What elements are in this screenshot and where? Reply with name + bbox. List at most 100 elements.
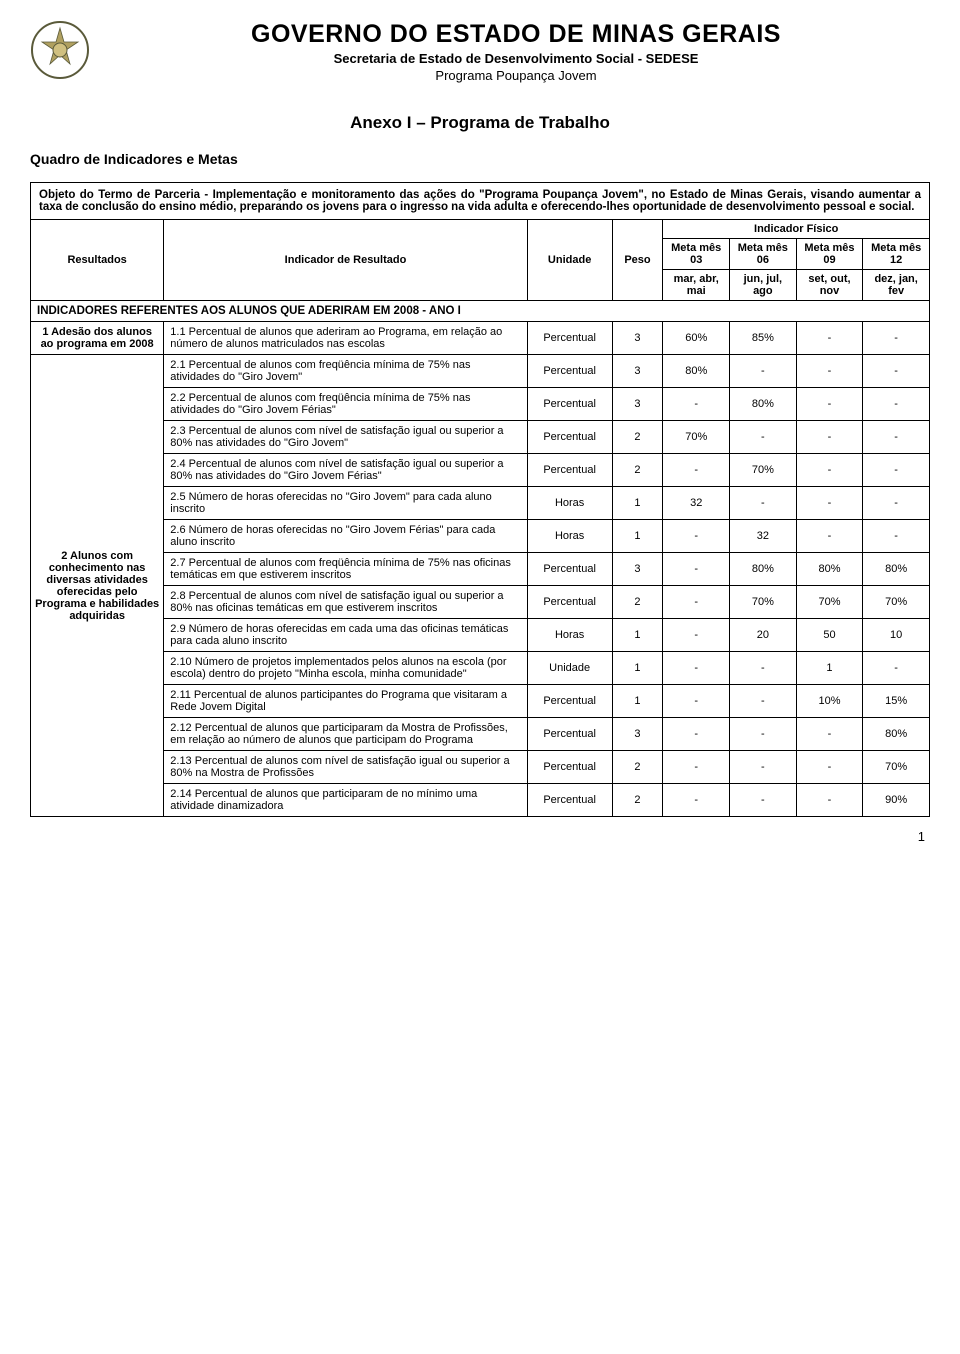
unit-cell: Percentual: [527, 454, 612, 487]
unit-cell: Horas: [527, 520, 612, 553]
unit-cell: Unidade: [527, 652, 612, 685]
col-peso: Peso: [612, 220, 663, 301]
state-seal-icon: [30, 20, 90, 80]
peso-cell: 1: [612, 520, 663, 553]
unit-cell: Horas: [527, 487, 612, 520]
table-row: 2.7 Percentual de alunos com freqüência …: [31, 553, 930, 586]
col-meta03b: mar, abr, mai: [663, 270, 730, 301]
m09-cell: -: [796, 322, 863, 355]
table-row: 2 Alunos com conhecimento nas diversas a…: [31, 355, 930, 388]
page-header: GOVERNO DO ESTADO DE MINAS GERAIS Secret…: [30, 20, 930, 83]
col-meta06a: Meta mês 06: [730, 239, 797, 270]
table-row: 2.2 Percentual de alunos com freqüência …: [31, 388, 930, 421]
m03-cell: -: [663, 586, 730, 619]
peso-cell: 1: [612, 685, 663, 718]
m06-cell: -: [730, 751, 797, 784]
m03-cell: 32: [663, 487, 730, 520]
m06-cell: -: [730, 355, 797, 388]
indicator-text: 2.11 Percentual de alunos participantes …: [164, 685, 527, 718]
peso-cell: 3: [612, 355, 663, 388]
m09-cell: -: [796, 355, 863, 388]
unit-cell: Percentual: [527, 421, 612, 454]
m03-cell: -: [663, 751, 730, 784]
peso-cell: 2: [612, 421, 663, 454]
table-title: Quadro de Indicadores e Metas: [30, 151, 930, 167]
m12-cell: -: [863, 520, 930, 553]
m03-cell: -: [663, 784, 730, 817]
m06-cell: -: [730, 784, 797, 817]
m09-cell: -: [796, 520, 863, 553]
m03-cell: -: [663, 652, 730, 685]
indicator-text: 1.1 Percentual de alunos que aderiram ao…: [164, 322, 527, 355]
header-text-block: GOVERNO DO ESTADO DE MINAS GERAIS Secret…: [102, 20, 930, 83]
m09-cell: -: [796, 487, 863, 520]
indicator-text: 2.4 Percentual de alunos com nível de sa…: [164, 454, 527, 487]
m12-cell: -: [863, 652, 930, 685]
col-unidade: Unidade: [527, 220, 612, 301]
resultado-2: 2 Alunos com conhecimento nas diversas a…: [31, 355, 164, 817]
table-row: 2.11 Percentual de alunos participantes …: [31, 685, 930, 718]
peso-cell: 1: [612, 619, 663, 652]
indicator-text: 2.14 Percentual de alunos que participar…: [164, 784, 527, 817]
peso-cell: 2: [612, 586, 663, 619]
unit-cell: Percentual: [527, 388, 612, 421]
indicator-text: 2.10 Número de projetos implementados pe…: [164, 652, 527, 685]
peso-cell: 2: [612, 751, 663, 784]
page-number: 1: [30, 829, 930, 844]
table-row: 2.5 Número de horas oferecidas no "Giro …: [31, 487, 930, 520]
m06-cell: 32: [730, 520, 797, 553]
m09-cell: 70%: [796, 586, 863, 619]
table-row: 2.10 Número de projetos implementados pe…: [31, 652, 930, 685]
peso-cell: 3: [612, 322, 663, 355]
m09-cell: -: [796, 718, 863, 751]
col-indicador: Indicador de Resultado: [164, 220, 527, 301]
m03-cell: 80%: [663, 355, 730, 388]
table-row: 2.14 Percentual de alunos que participar…: [31, 784, 930, 817]
program-name: Programa Poupança Jovem: [102, 68, 930, 83]
secretariat-name: Secretaria de Estado de Desenvolvimento …: [102, 51, 930, 66]
m03-cell: 60%: [663, 322, 730, 355]
indicators-table: Objeto do Termo de Parceria - Implementa…: [30, 182, 930, 817]
col-resultados: Resultados: [31, 220, 164, 301]
peso-cell: 3: [612, 718, 663, 751]
unit-cell: Percentual: [527, 751, 612, 784]
table-row: 2.3 Percentual de alunos com nível de sa…: [31, 421, 930, 454]
indicator-text: 2.9 Número de horas oferecidas em cada u…: [164, 619, 527, 652]
table-row: 2.8 Percentual de alunos com nível de sa…: [31, 586, 930, 619]
m12-cell: -: [863, 355, 930, 388]
section-header-row: INDICADORES REFERENTES AOS ALUNOS QUE AD…: [31, 301, 930, 322]
m03-cell: -: [663, 553, 730, 586]
col-meta03a: Meta mês 03: [663, 239, 730, 270]
unit-cell: Percentual: [527, 685, 612, 718]
unit-cell: Percentual: [527, 322, 612, 355]
col-meta09b: set, out, nov: [796, 270, 863, 301]
m12-cell: -: [863, 487, 930, 520]
indicator-text: 2.1 Percentual de alunos com freqüência …: [164, 355, 527, 388]
unit-cell: Horas: [527, 619, 612, 652]
m03-cell: -: [663, 454, 730, 487]
m06-cell: 20: [730, 619, 797, 652]
m06-cell: -: [730, 487, 797, 520]
m12-cell: 90%: [863, 784, 930, 817]
indicator-text: 2.12 Percentual de alunos que participar…: [164, 718, 527, 751]
m12-cell: -: [863, 421, 930, 454]
table-row: 2.12 Percentual de alunos que participar…: [31, 718, 930, 751]
indicator-text: 2.7 Percentual de alunos com freqüência …: [164, 553, 527, 586]
col-meta12b: dez, jan, fev: [863, 270, 930, 301]
m06-cell: 80%: [730, 388, 797, 421]
table-row: 2.6 Número de horas oferecidas no "Giro …: [31, 520, 930, 553]
m09-cell: -: [796, 388, 863, 421]
m12-cell: 80%: [863, 718, 930, 751]
table-row: 2.4 Percentual de alunos com nível de sa…: [31, 454, 930, 487]
resultado-1: 1 Adesão dos alunos ao programa em 2008: [31, 322, 164, 355]
objeto-text: Objeto do Termo de Parceria - Implementa…: [31, 183, 930, 220]
m06-cell: 70%: [730, 586, 797, 619]
m12-cell: -: [863, 322, 930, 355]
m03-cell: -: [663, 619, 730, 652]
table-row: 2.9 Número de horas oferecidas em cada u…: [31, 619, 930, 652]
indicator-text: 2.6 Número de horas oferecidas no "Giro …: [164, 520, 527, 553]
m09-cell: 50: [796, 619, 863, 652]
m06-cell: -: [730, 421, 797, 454]
unit-cell: Percentual: [527, 355, 612, 388]
section-title: INDICADORES REFERENTES AOS ALUNOS QUE AD…: [31, 301, 930, 322]
